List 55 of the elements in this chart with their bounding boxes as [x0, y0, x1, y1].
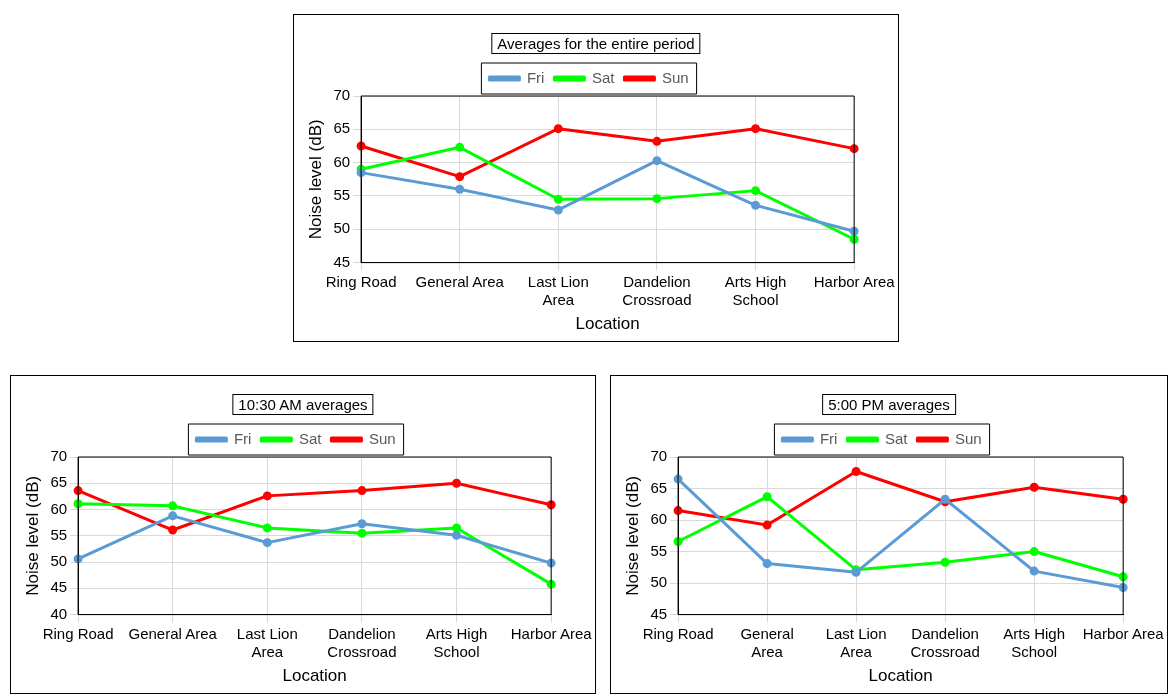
legend-label: Sun — [368, 429, 396, 447]
y-tick-label: 60 — [333, 152, 351, 170]
x-axis-title: Location — [575, 314, 640, 334]
x-tick-label: Harbor Area — [1082, 624, 1165, 642]
legend-label: Sat — [884, 429, 909, 447]
y-tick-label: 70 — [650, 447, 668, 465]
chart-title: 5:00 PM averages — [822, 394, 956, 415]
y-tick-label: 65 — [50, 473, 68, 491]
y-tick-label: 50 — [50, 552, 68, 570]
x-tick-label: Ring Road — [42, 624, 114, 642]
y-axis-title: Noise level (dB) — [622, 475, 642, 596]
y-tick-label: 50 — [333, 219, 351, 237]
y-axis-title: Noise level (dB) — [22, 475, 42, 596]
y-tick-label: 45 — [650, 604, 668, 622]
y-tick-label: 65 — [333, 119, 351, 137]
y-tick-label: 60 — [50, 499, 68, 517]
y-tick-label: 45 — [333, 252, 351, 270]
x-tick-label: Dandelion Crossroad — [327, 624, 397, 660]
y-axis-title: Noise level (dB) — [305, 119, 325, 240]
y-tick-label: 70 — [333, 86, 351, 104]
x-tick-label: General Area — [740, 624, 794, 660]
x-tick-label: Ring Road — [642, 624, 714, 642]
x-tick-label: Arts High School — [425, 624, 488, 660]
legend-label: Sat — [591, 68, 616, 86]
x-tick-label: Harbor Area — [510, 624, 593, 642]
legend-label: Sun — [661, 68, 689, 86]
x-tick-label: Dandelion Crossroad — [622, 272, 692, 308]
legend-label: Fri — [819, 429, 838, 447]
x-tick-label: Last Lion Area — [236, 624, 298, 660]
legend-label: Sun — [954, 429, 982, 447]
legend-label: Sat — [298, 429, 323, 447]
x-axis-title: Location — [868, 666, 933, 686]
legend-label: Fri — [233, 429, 252, 447]
y-tick-label: 70 — [50, 447, 68, 465]
y-tick-label: 65 — [650, 478, 668, 496]
x-tick-label: Arts High School — [1003, 624, 1065, 660]
chart-title: 10:30 AM averages — [232, 394, 374, 415]
y-tick-label: 55 — [333, 186, 351, 204]
y-tick-label: 45 — [50, 578, 68, 596]
x-tick-label: General Area — [128, 624, 218, 642]
legend-label: Fri — [526, 68, 545, 86]
x-axis-title: Location — [282, 666, 347, 686]
x-tick-label: Harbor Area — [813, 272, 896, 290]
x-tick-label: Arts High School — [724, 272, 787, 308]
x-tick-label: Last Lion Area — [527, 272, 589, 308]
y-tick-label: 40 — [50, 604, 68, 622]
y-tick-label: 55 — [650, 541, 668, 559]
x-tick-label: General Area — [415, 272, 505, 290]
x-tick-label: Last Lion Area — [825, 624, 887, 660]
x-tick-label: Ring Road — [325, 272, 397, 290]
y-tick-label: 50 — [650, 573, 668, 591]
chart-title: Averages for the entire period — [491, 33, 701, 54]
y-tick-label: 55 — [50, 525, 68, 543]
y-tick-label: 60 — [650, 510, 668, 528]
x-tick-label: Dandelion Crossroad — [910, 624, 980, 660]
